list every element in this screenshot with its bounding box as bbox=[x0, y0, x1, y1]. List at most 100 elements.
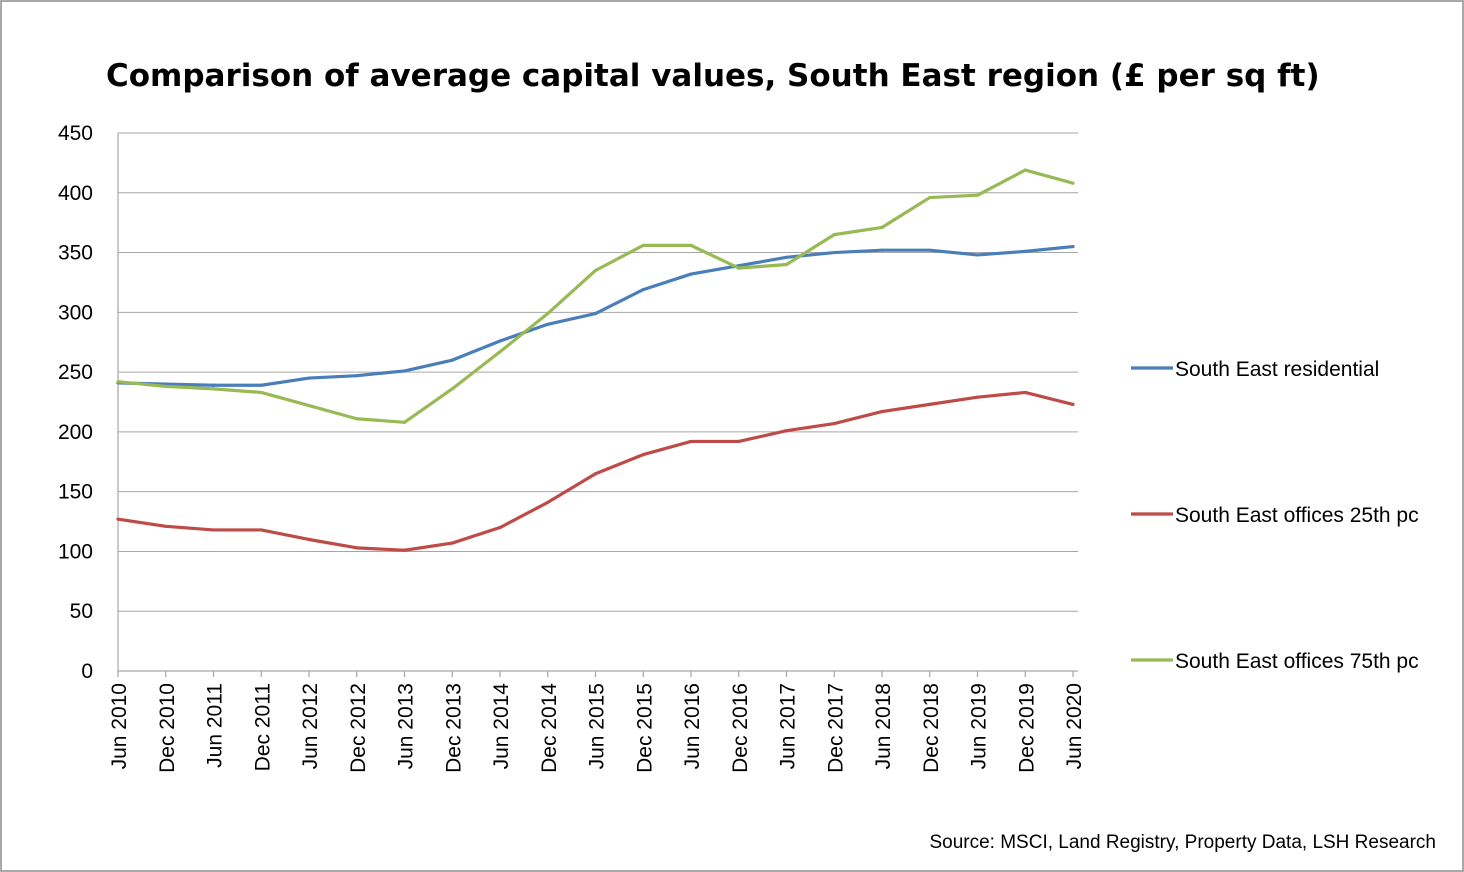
data-point bbox=[450, 358, 454, 362]
legend-label: South East residential bbox=[1175, 358, 1379, 381]
x-tick-label: Jun 2016 bbox=[681, 683, 704, 769]
data-point bbox=[1023, 390, 1027, 395]
y-tick-label: 100 bbox=[58, 540, 93, 563]
data-point bbox=[593, 311, 598, 316]
data-point bbox=[641, 243, 645, 247]
data-point bbox=[1023, 168, 1027, 172]
data-point bbox=[641, 453, 645, 457]
data-point bbox=[402, 420, 407, 424]
y-tick-label: 400 bbox=[58, 182, 93, 205]
data-point bbox=[832, 421, 836, 426]
data-point bbox=[211, 387, 216, 391]
data-point bbox=[307, 403, 311, 408]
x-tick-label: Jun 2010 bbox=[108, 683, 131, 769]
data-point bbox=[975, 253, 980, 257]
data-point bbox=[593, 472, 598, 476]
x-tick-label: Jun 2012 bbox=[299, 683, 322, 769]
data-point bbox=[211, 528, 216, 532]
data-point bbox=[546, 322, 550, 326]
data-point bbox=[355, 374, 359, 378]
data-point bbox=[307, 537, 311, 542]
data-point bbox=[546, 311, 550, 316]
data-point bbox=[975, 395, 980, 399]
data-point bbox=[784, 262, 789, 267]
x-tick-label: Jun 2015 bbox=[586, 683, 609, 769]
data-point bbox=[498, 350, 502, 354]
x-tick-label: Jun 2014 bbox=[490, 683, 513, 770]
x-tick-label: Dec 2017 bbox=[824, 683, 847, 773]
x-tick-label: Jun 2019 bbox=[968, 683, 991, 769]
y-tick-label: 50 bbox=[70, 600, 93, 623]
x-tick-label: Jun 2018 bbox=[872, 683, 895, 769]
data-point bbox=[1071, 244, 1075, 249]
data-point bbox=[928, 195, 932, 200]
legend-label: South East offices 75th pc bbox=[1175, 650, 1419, 673]
x-tick-label: Dec 2014 bbox=[538, 683, 561, 773]
data-point bbox=[928, 402, 932, 406]
data-point bbox=[641, 288, 645, 292]
data-point bbox=[355, 417, 359, 421]
data-point bbox=[784, 255, 789, 259]
legend: South East residential South East offices… bbox=[1131, 358, 1419, 673]
data-point bbox=[450, 387, 454, 391]
data-point bbox=[737, 439, 741, 444]
data-point bbox=[784, 429, 789, 433]
data-point bbox=[450, 541, 454, 545]
y-tick-label: 350 bbox=[58, 242, 93, 265]
y-axis: 0 50 100 150 200 250 300 350 400 450 bbox=[58, 122, 93, 683]
series-lines bbox=[116, 168, 1075, 552]
data-point bbox=[689, 439, 693, 444]
y-tick-label: 150 bbox=[58, 481, 93, 504]
data-point bbox=[1071, 402, 1075, 406]
y-tick-label: 250 bbox=[58, 361, 93, 384]
data-point bbox=[116, 380, 120, 384]
data-point bbox=[116, 517, 120, 521]
data-point bbox=[689, 243, 693, 247]
x-tick-label: Dec 2011 bbox=[251, 683, 274, 771]
x-tick-label: Dec 2013 bbox=[442, 683, 465, 773]
data-point bbox=[1071, 181, 1075, 185]
x-tick-label: Dec 2018 bbox=[920, 683, 943, 773]
data-point bbox=[880, 225, 884, 230]
data-point bbox=[307, 376, 311, 380]
data-point bbox=[498, 339, 502, 343]
x-tick-label: Dec 2019 bbox=[1015, 683, 1038, 773]
data-point bbox=[1023, 249, 1027, 253]
data-point bbox=[402, 369, 407, 373]
x-tick-label: Jun 2017 bbox=[777, 683, 800, 769]
chart-title: Comparison of average capital values, So… bbox=[106, 58, 1320, 94]
data-point bbox=[259, 528, 263, 532]
data-point bbox=[928, 248, 932, 252]
data-point bbox=[402, 548, 407, 552]
data-point bbox=[211, 383, 216, 387]
x-tick-label: Dec 2010 bbox=[156, 683, 179, 773]
data-point bbox=[975, 193, 980, 197]
data-point bbox=[546, 500, 550, 505]
legend-label: South East offices 25th pc bbox=[1175, 504, 1419, 527]
data-point bbox=[832, 250, 836, 255]
data-point bbox=[880, 409, 884, 414]
y-tick-label: 300 bbox=[58, 301, 93, 324]
data-point bbox=[832, 233, 836, 237]
data-point bbox=[164, 524, 168, 528]
data-point bbox=[259, 383, 263, 387]
data-point bbox=[737, 266, 741, 270]
y-tick-label: 0 bbox=[81, 660, 93, 683]
gridlines bbox=[117, 132, 1078, 672]
x-tick-label: Jun 2011 bbox=[204, 683, 227, 768]
data-point bbox=[593, 268, 598, 273]
x-tick-label: Jun 2013 bbox=[395, 683, 418, 769]
data-point bbox=[355, 546, 359, 550]
data-point bbox=[880, 248, 884, 252]
data-point bbox=[498, 525, 502, 530]
source-note: Source: MSCI, Land Registry, Property Da… bbox=[929, 832, 1436, 853]
data-point bbox=[164, 384, 168, 389]
y-tick-label: 200 bbox=[58, 421, 93, 444]
x-tick-label: Dec 2012 bbox=[347, 683, 370, 773]
data-point bbox=[259, 390, 263, 395]
x-tick-label: Dec 2016 bbox=[729, 683, 752, 773]
data-point bbox=[689, 272, 693, 276]
